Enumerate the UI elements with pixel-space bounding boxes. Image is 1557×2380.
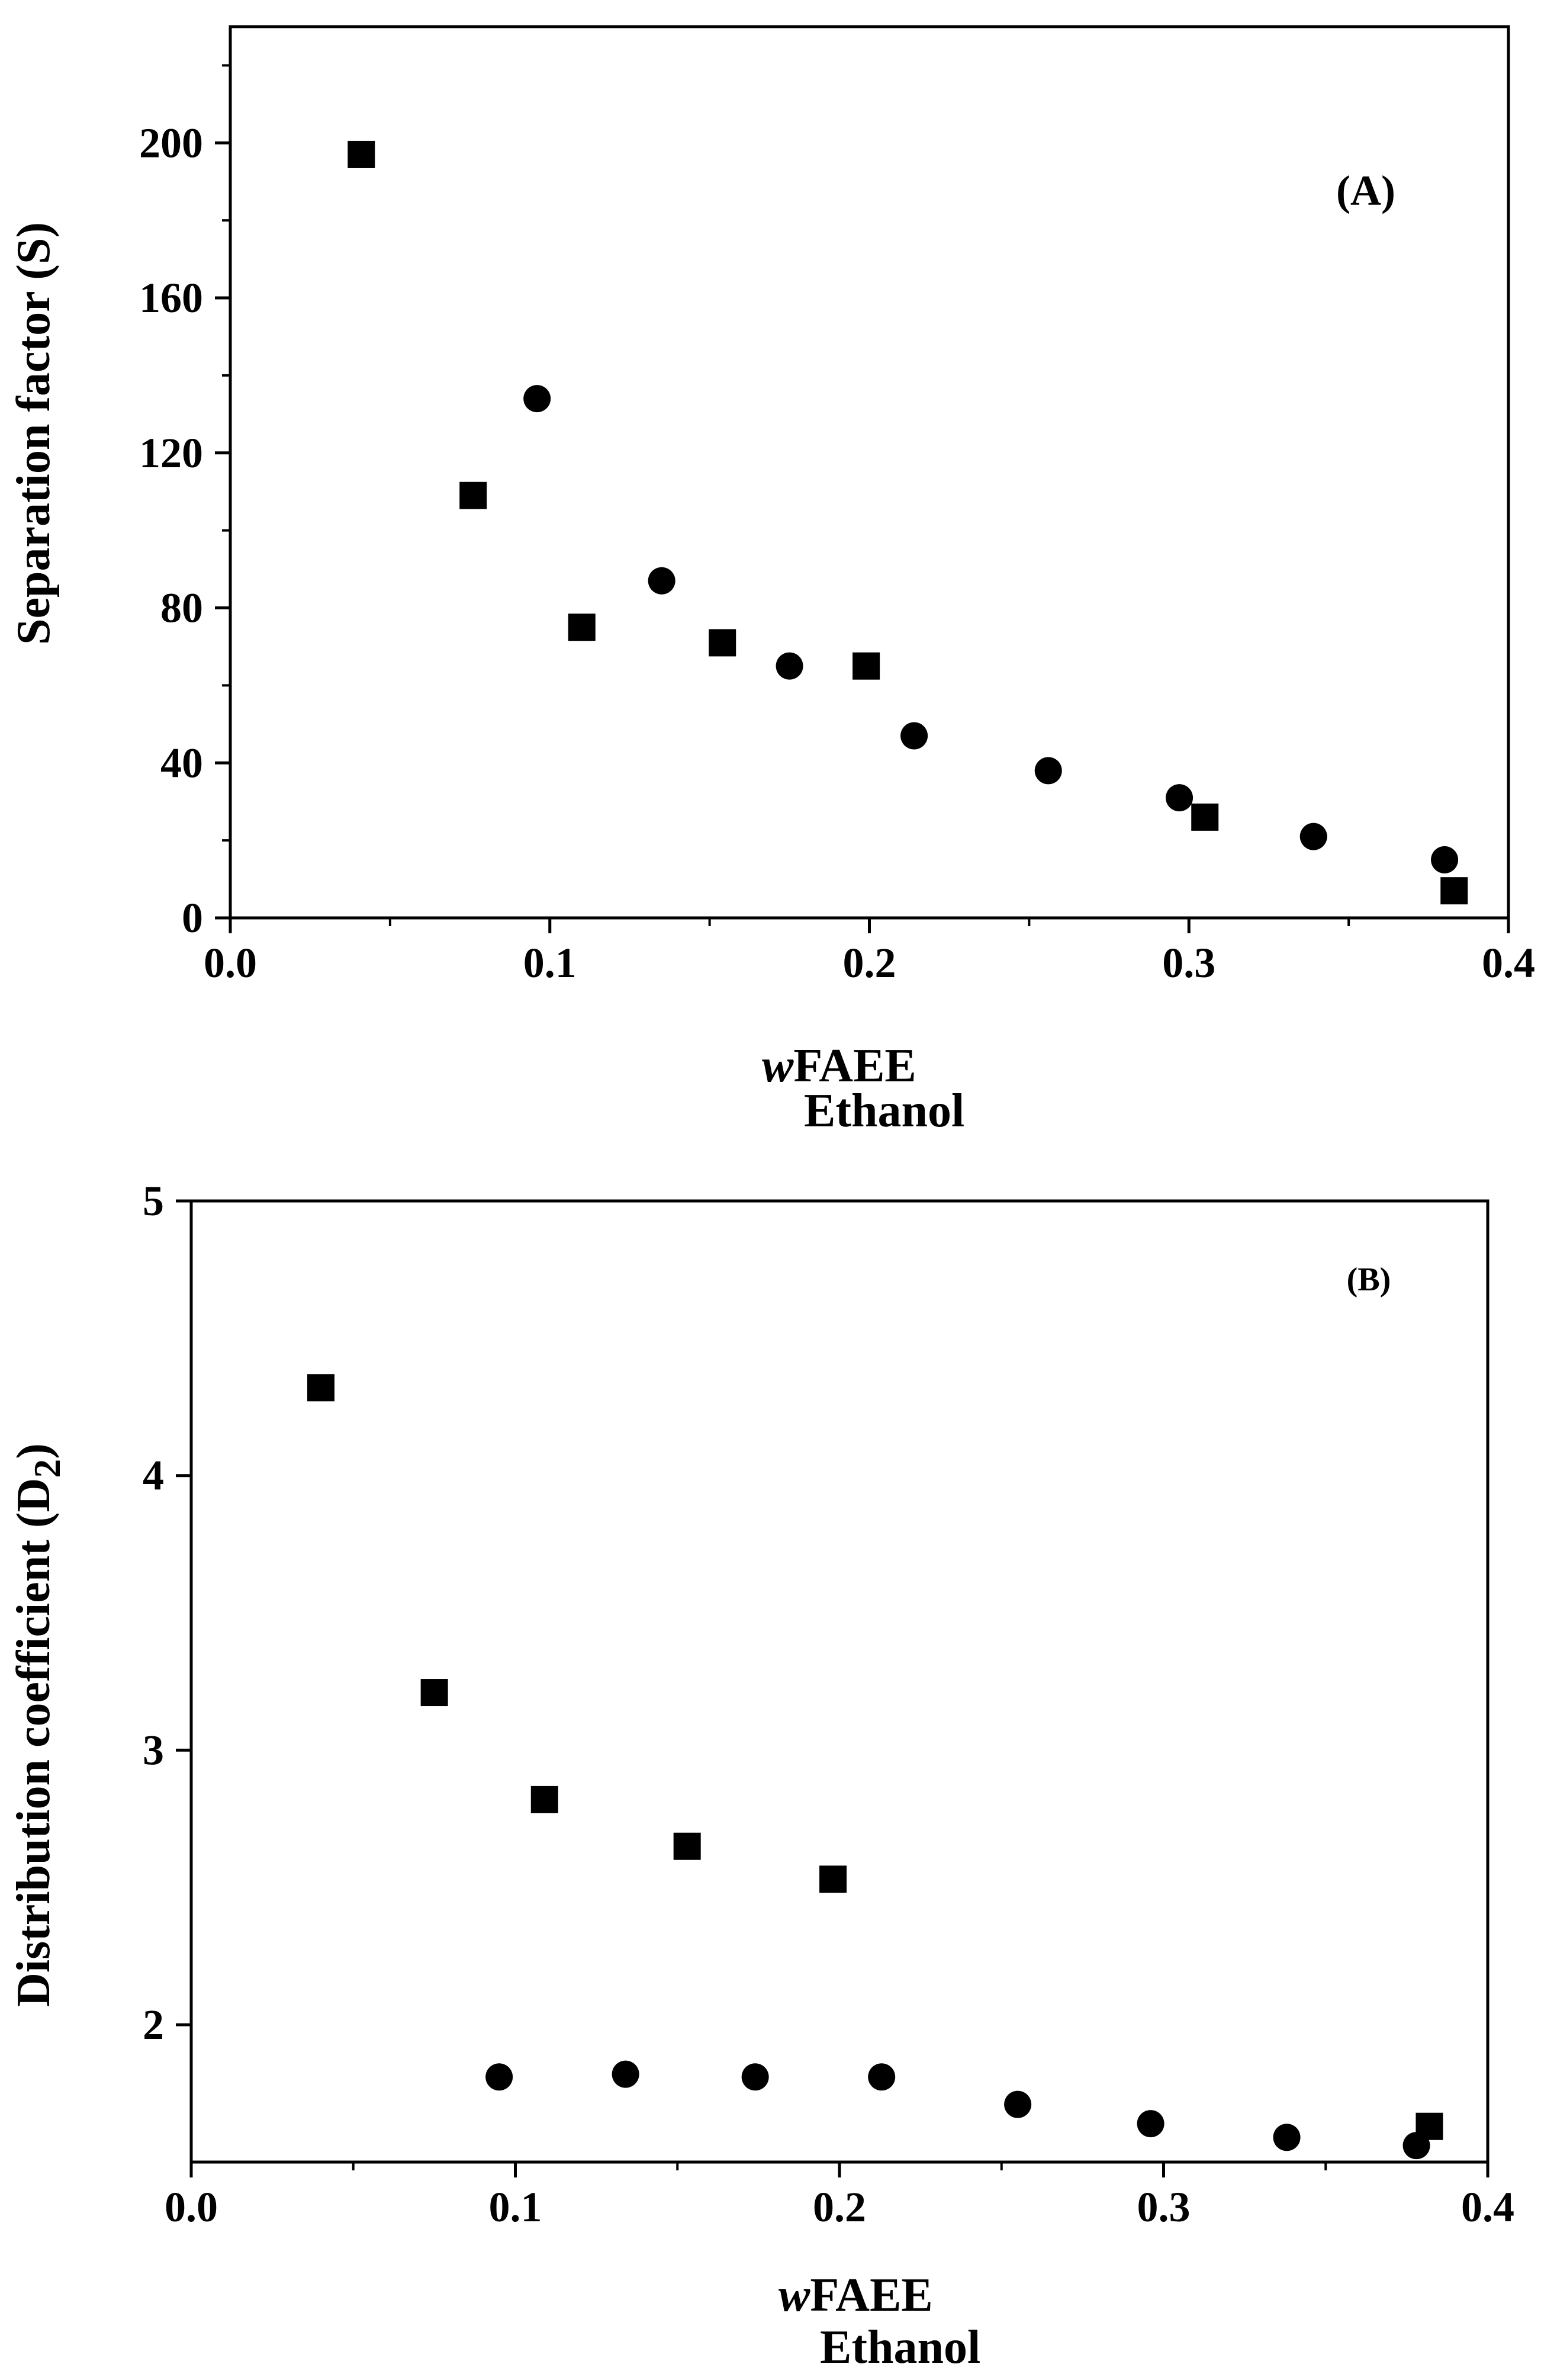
panel-a-x-axis-title-main: FAEE: [793, 1040, 916, 1092]
panel-a-square-point: [459, 481, 487, 509]
panel-b-circle-point: [868, 2063, 896, 2091]
panel-a-x-tick-label: 0.3: [1162, 939, 1215, 987]
panel-a-data-points: [348, 140, 1468, 905]
panel-b-x-tick-labels: 0.0 0.1 0.2 0.3 0.4: [165, 2183, 1514, 2231]
panel-a-circle-point: [1034, 757, 1062, 785]
panel-a-x-tick-label: 0.2: [843, 939, 896, 987]
panel-b-data-points: [307, 1374, 1443, 2160]
panel-a-square-point: [568, 614, 596, 641]
panel-a-square-point: [1191, 803, 1219, 831]
panel-b-circle-point: [1273, 2124, 1301, 2151]
panel-b-square-point: [673, 1832, 701, 1860]
panel-a-y-tick-label: 40: [160, 739, 203, 786]
panel-a-label: (A): [1336, 167, 1395, 214]
panel-a-y-tick-label: 200: [139, 119, 203, 166]
panel-a-y-tick-label: 120: [139, 429, 203, 477]
panel-b-square-point: [307, 1374, 334, 1402]
panel-a-y-tick-label: 160: [139, 274, 203, 322]
panel-a-x-tick-label: 0.4: [1482, 939, 1535, 987]
panel-a-y-axis-title: Separation factor (S): [8, 222, 60, 645]
panel-a-x-axis-title: wFAEE: [762, 1040, 916, 1092]
panel-b-circle-point: [485, 2063, 513, 2091]
panel-b-y-axis-title-close: ): [8, 1443, 60, 1459]
panel-b-y-axis-title-sub: 2: [26, 1459, 68, 1478]
panel-a-y-tick-labels: 0 40 80 120 160 200: [139, 119, 203, 942]
panel-a-y-tick-label: 0: [182, 894, 203, 942]
panel-a-y-ticks: [215, 64, 230, 920]
panel-b-circle-point: [1137, 2110, 1164, 2138]
panel-b-square-point: [530, 1785, 558, 1813]
panel-b-y-tick-label: 2: [143, 2001, 164, 2048]
panel-a-x-axis-title-italic: w: [762, 1040, 794, 1092]
panel-a-circle-point: [1299, 823, 1327, 850]
panel-b-y-tick-labels: 2 3 4 5: [143, 1177, 164, 2048]
panel-b-x-tick-label: 0.4: [1461, 2183, 1514, 2231]
panel-b-square-point: [420, 1679, 448, 1707]
panel-b-x-axis-title-main: FAEE: [810, 2269, 932, 2321]
panel-b-plot-frame: [189, 1199, 1490, 2164]
panel-b-x-tick-label: 0.0: [165, 2183, 218, 2231]
panel-a-x-ticks: [229, 918, 1510, 933]
panel-a-circle-point: [776, 652, 803, 680]
panel-b-circle-point: [1402, 2132, 1430, 2160]
panel-b-x-axis-title: wFAEE: [779, 2269, 933, 2321]
panel-b-y-tick-label: 5: [143, 1177, 164, 1225]
panel-a-circle-point: [1166, 784, 1194, 812]
panel-b-y-tick-label: 3: [143, 1726, 164, 1774]
panel-a-square-point: [853, 652, 880, 680]
panel-a-circle-point: [523, 385, 551, 413]
panel-a-square-point: [348, 140, 375, 168]
panel-a-plot-frame: [229, 25, 1510, 920]
panel-a-x-tick-labels: 0.0 0.1 0.2 0.3 0.4: [204, 939, 1535, 987]
panel-b-y-tick-label: 4: [143, 1452, 164, 1499]
panel-a-x-axis-title-sub: Ethanol: [804, 1085, 964, 1137]
panel-a-circle-point: [648, 567, 675, 595]
panel-b-x-tick-label: 0.2: [813, 2183, 866, 2231]
panel-b-x-axis-title-sub: Ethanol: [820, 2321, 980, 2373]
panel-a-circle-point: [900, 722, 928, 750]
panel-b-label: (B): [1347, 1261, 1391, 1298]
panel-b-y-ticks: [176, 1199, 191, 2026]
panel-b: 0.0 0.1 0.2 0.3 0.4 2 3 4 5 (B) Distribution co…: [8, 1177, 1514, 2373]
panel-a-y-tick-label: 80: [160, 584, 203, 632]
panel-b-x-tick-label: 0.3: [1137, 2183, 1191, 2231]
panel-b-x-axis-title-italic: w: [779, 2269, 810, 2321]
panel-a-square-point: [709, 629, 736, 657]
panel-a: 0.0 0.1 0.2 0.3 0.4 0 40 80 120 160 200 (A) Separ…: [8, 25, 1535, 1137]
panel-b-square-point: [819, 1865, 847, 1893]
panel-b-circle-point: [1004, 2090, 1032, 2118]
panel-a-x-tick-label: 0.0: [204, 939, 257, 987]
panel-b-circle-point: [612, 2060, 639, 2088]
panel-b-x-ticks: [189, 2162, 1490, 2177]
panel-a-x-tick-label: 0.1: [523, 939, 577, 987]
panel-a-circle-point: [1431, 846, 1459, 873]
panel-b-circle-point: [741, 2063, 769, 2091]
panel-b-y-axis-title-main: Distribution coefficient (D: [8, 1478, 60, 2007]
panel-a-square-point: [1440, 877, 1468, 905]
panel-b-x-tick-label: 0.1: [489, 2183, 542, 2231]
panel-b-y-axis-title: Distribution coefficient (D2): [8, 1443, 68, 2007]
